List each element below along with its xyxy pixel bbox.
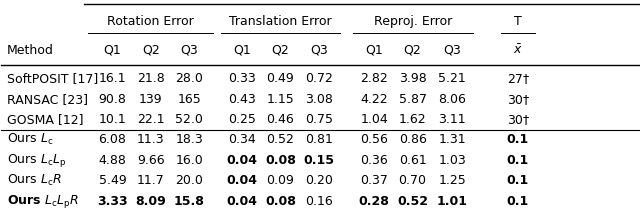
Text: 5.21: 5.21: [438, 72, 466, 85]
Text: Reproj. Error: Reproj. Error: [374, 15, 452, 28]
Text: $\bar{x}$: $\bar{x}$: [513, 44, 523, 57]
Text: 165: 165: [177, 93, 201, 106]
Text: 0.15: 0.15: [303, 154, 334, 167]
Text: 0.52: 0.52: [266, 133, 294, 146]
Text: 0.04: 0.04: [227, 174, 257, 187]
Text: Rotation Error: Rotation Error: [108, 15, 194, 28]
Text: 22.1: 22.1: [137, 113, 164, 126]
Text: RANSAC [23]: RANSAC [23]: [7, 93, 88, 106]
Text: 30†: 30†: [507, 93, 529, 106]
Text: Ours $L_\mathrm{c}R$: Ours $L_\mathrm{c}R$: [7, 173, 62, 188]
Text: 3.33: 3.33: [97, 194, 128, 208]
Text: 0.1: 0.1: [507, 174, 529, 187]
Text: 0.09: 0.09: [266, 174, 294, 187]
Text: 4.22: 4.22: [360, 93, 388, 106]
Text: 0.20: 0.20: [305, 174, 333, 187]
Text: 0.04: 0.04: [227, 154, 257, 167]
Text: 0.1: 0.1: [507, 194, 529, 208]
Text: 1.04: 1.04: [360, 113, 388, 126]
Text: 1.15: 1.15: [266, 93, 294, 106]
Text: 52.0: 52.0: [175, 113, 203, 126]
Text: 0.1: 0.1: [507, 154, 529, 167]
Text: 0.04: 0.04: [227, 194, 257, 208]
Text: SoftPOSIT [17]: SoftPOSIT [17]: [7, 72, 99, 85]
Text: 0.1: 0.1: [507, 133, 529, 146]
Text: Q2: Q2: [142, 44, 159, 57]
Text: Translation Error: Translation Error: [229, 15, 332, 28]
Text: 20.0: 20.0: [175, 174, 203, 187]
Text: Ours $L_\mathrm{c}$: Ours $L_\mathrm{c}$: [7, 132, 54, 147]
Text: 0.61: 0.61: [399, 154, 426, 167]
Text: 30†: 30†: [507, 113, 529, 126]
Text: 0.28: 0.28: [359, 194, 390, 208]
Text: Q2: Q2: [271, 44, 289, 57]
Text: 1.25: 1.25: [438, 174, 466, 187]
Text: 3.98: 3.98: [399, 72, 426, 85]
Text: 18.3: 18.3: [175, 133, 203, 146]
Text: 0.49: 0.49: [266, 72, 294, 85]
Text: 0.34: 0.34: [228, 133, 256, 146]
Text: 0.25: 0.25: [228, 113, 256, 126]
Text: Q1: Q1: [104, 44, 122, 57]
Text: 15.8: 15.8: [173, 194, 205, 208]
Text: 0.81: 0.81: [305, 133, 333, 146]
Text: 1.01: 1.01: [436, 194, 468, 208]
Text: 28.0: 28.0: [175, 72, 203, 85]
Text: 0.37: 0.37: [360, 174, 388, 187]
Text: 3.08: 3.08: [305, 93, 333, 106]
Text: 4.88: 4.88: [99, 154, 126, 167]
Text: 16.0: 16.0: [175, 154, 203, 167]
Text: 8.06: 8.06: [438, 93, 466, 106]
Text: 1.03: 1.03: [438, 154, 466, 167]
Text: 3.11: 3.11: [438, 113, 466, 126]
Text: 0.08: 0.08: [265, 154, 296, 167]
Text: 8.09: 8.09: [136, 194, 166, 208]
Text: Q1: Q1: [233, 44, 251, 57]
Text: 0.16: 0.16: [305, 194, 333, 208]
Text: 0.70: 0.70: [399, 174, 427, 187]
Text: 0.08: 0.08: [265, 194, 296, 208]
Text: Q1: Q1: [365, 44, 383, 57]
Text: 0.52: 0.52: [397, 194, 428, 208]
Text: 16.1: 16.1: [99, 72, 126, 85]
Text: Method: Method: [7, 44, 54, 57]
Text: Ours $L_\mathrm{c}L_\mathrm{p}R$: Ours $L_\mathrm{c}L_\mathrm{p}R$: [7, 193, 79, 208]
Text: 139: 139: [139, 93, 163, 106]
Text: 0.33: 0.33: [228, 72, 256, 85]
Text: 21.8: 21.8: [137, 72, 164, 85]
Text: 0.72: 0.72: [305, 72, 333, 85]
Text: 10.1: 10.1: [99, 113, 126, 126]
Text: 0.56: 0.56: [360, 133, 388, 146]
Text: 90.8: 90.8: [99, 93, 126, 106]
Text: 0.36: 0.36: [360, 154, 388, 167]
Text: 6.08: 6.08: [99, 133, 126, 146]
Text: 2.82: 2.82: [360, 72, 388, 85]
Text: GOSMA [12]: GOSMA [12]: [7, 113, 84, 126]
Text: Q2: Q2: [404, 44, 422, 57]
Text: 5.49: 5.49: [99, 174, 126, 187]
Text: Ours $L_\mathrm{c}L_\mathrm{p}$: Ours $L_\mathrm{c}L_\mathrm{p}$: [7, 152, 67, 169]
Text: 11.3: 11.3: [137, 133, 164, 146]
Text: 11.7: 11.7: [137, 174, 164, 187]
Text: 0.43: 0.43: [228, 93, 256, 106]
Text: 0.46: 0.46: [266, 113, 294, 126]
Text: 1.62: 1.62: [399, 113, 426, 126]
Text: 27†: 27†: [507, 72, 529, 85]
Text: 0.75: 0.75: [305, 113, 333, 126]
Text: Q3: Q3: [444, 44, 461, 57]
Text: Q3: Q3: [310, 44, 328, 57]
Text: 0.86: 0.86: [399, 133, 426, 146]
Text: Q3: Q3: [180, 44, 198, 57]
Text: 9.66: 9.66: [137, 154, 164, 167]
Text: T: T: [514, 15, 522, 28]
Text: 1.31: 1.31: [438, 133, 466, 146]
Text: 5.87: 5.87: [399, 93, 427, 106]
